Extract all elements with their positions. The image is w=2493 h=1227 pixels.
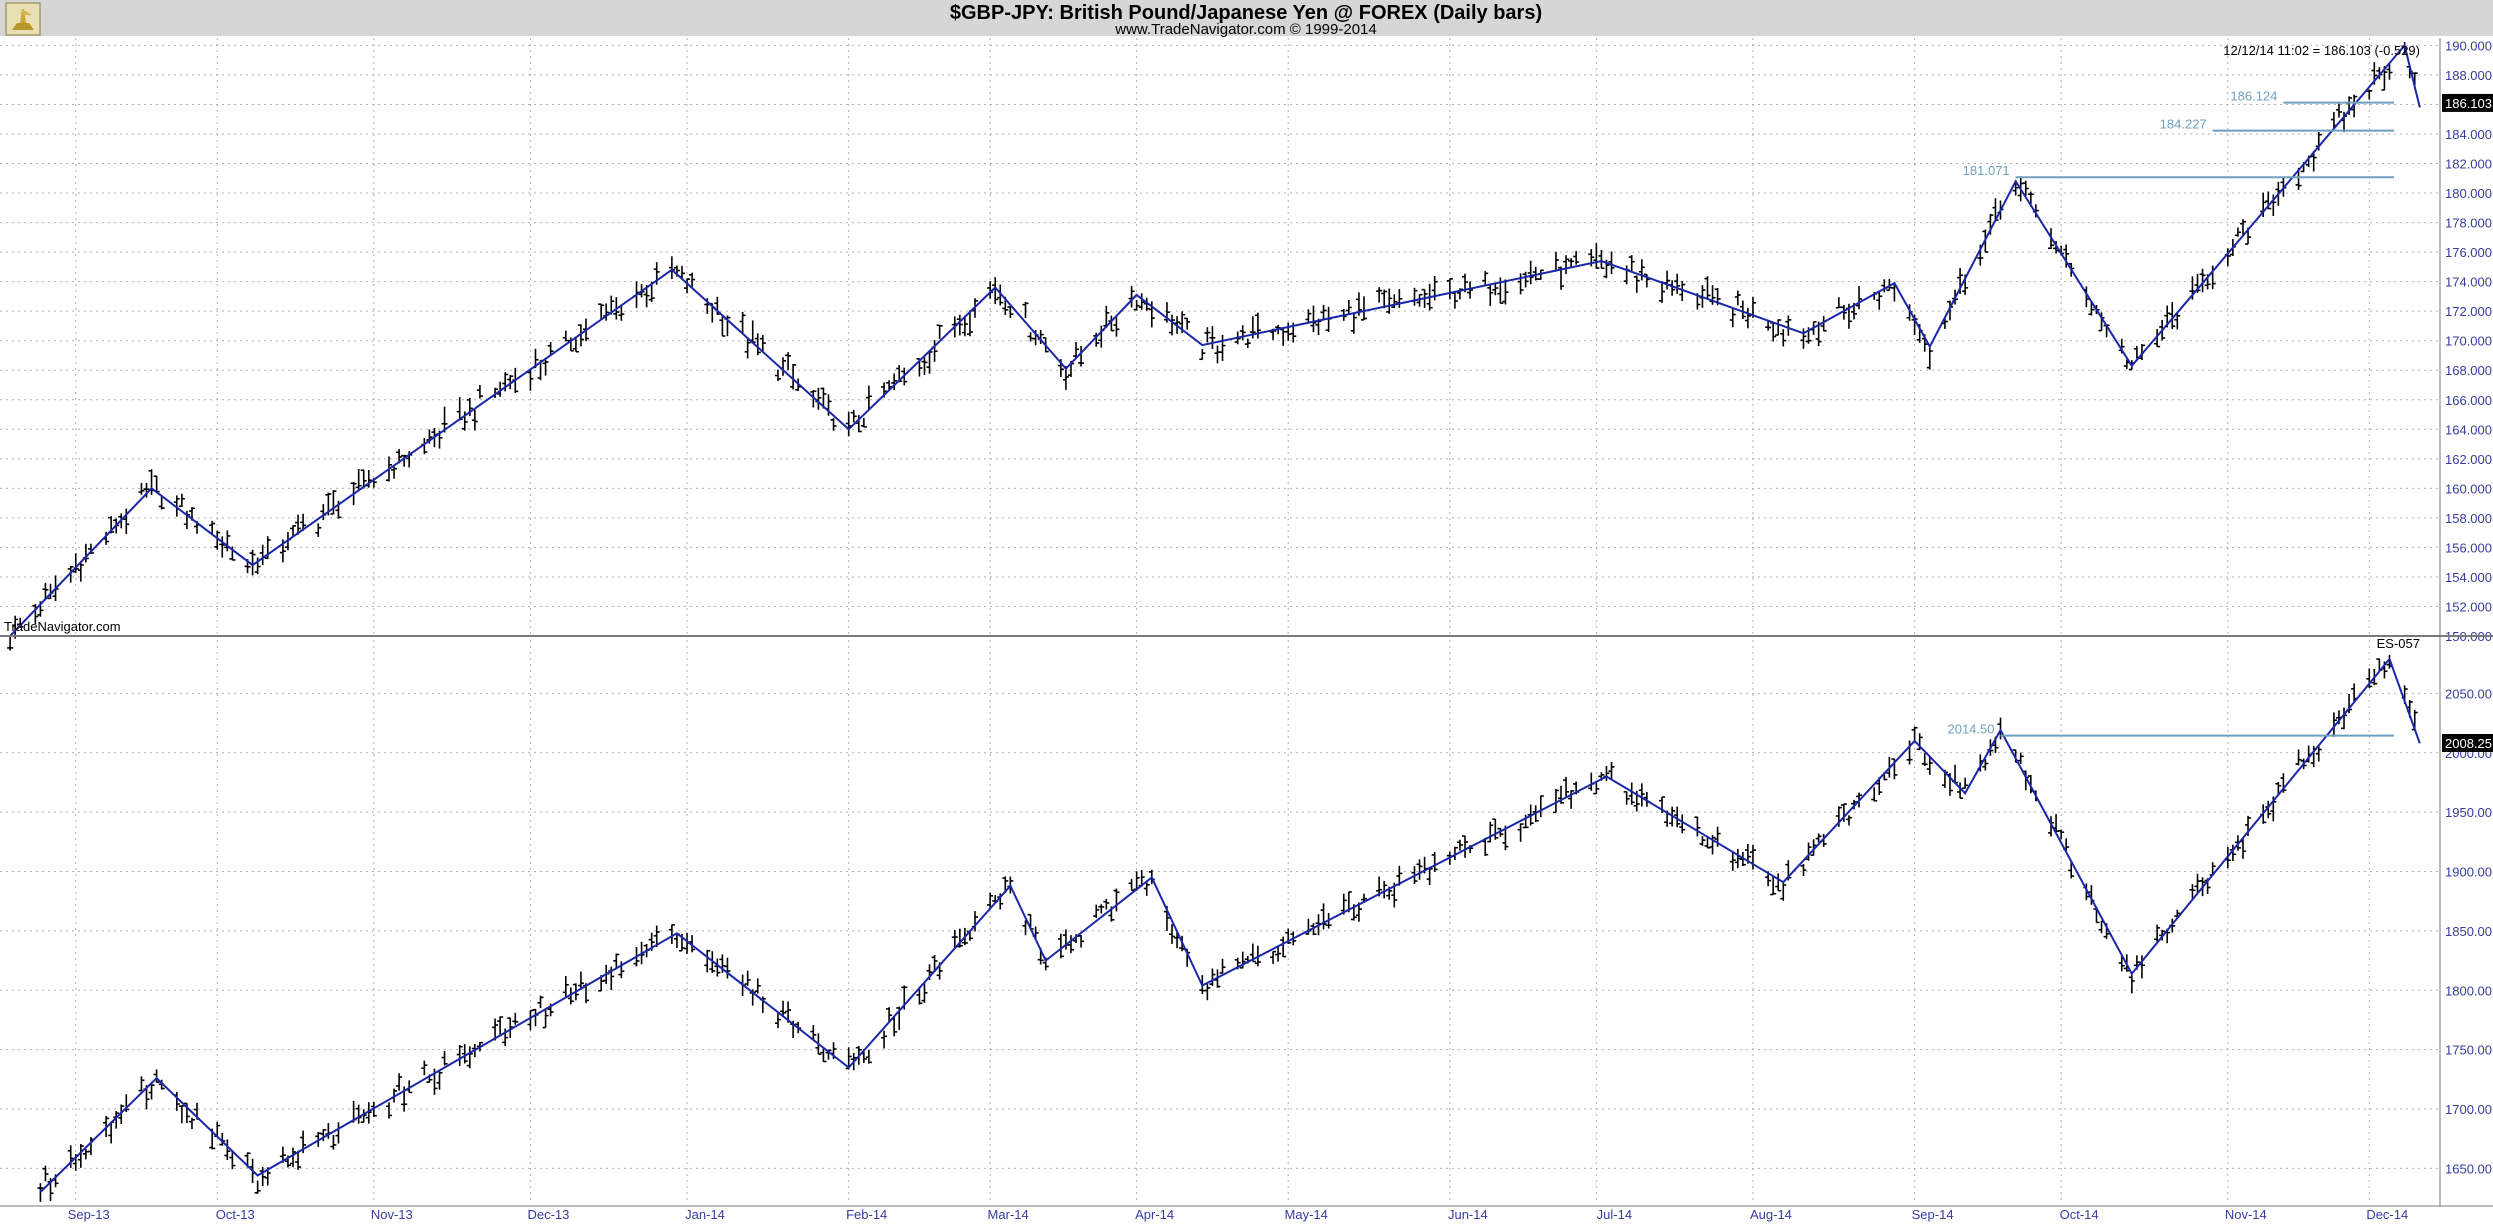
y-tick-label: 172.000 xyxy=(2445,304,2492,319)
header-bar xyxy=(0,0,2493,36)
x-tick-label: May-14 xyxy=(1285,1207,1328,1222)
x-tick-label: Apr-14 xyxy=(1135,1207,1174,1222)
y-tick-label: 1900.00 xyxy=(2445,865,2492,880)
y-tick-label: 1850.00 xyxy=(2445,924,2492,939)
y-tick-label: 160.000 xyxy=(2445,481,2492,496)
zigzag-line xyxy=(39,657,2421,1193)
x-tick-label: Jun-14 xyxy=(1448,1207,1488,1222)
y-tick-label: 184.000 xyxy=(2445,127,2492,142)
x-tick-label: Sep-13 xyxy=(68,1207,110,1222)
y-tick-label: 1650.00 xyxy=(2445,1161,2492,1176)
level-label: 181.071 xyxy=(1963,163,2010,178)
y-tick-label: 2050.00 xyxy=(2445,686,2492,701)
x-tick-label: Oct-13 xyxy=(216,1207,255,1222)
y-tick-label: 152.000 xyxy=(2445,599,2492,614)
price-panel: 150.000152.000154.000156.000158.000160.0… xyxy=(0,38,2493,651)
x-tick-label: Nov-14 xyxy=(2225,1207,2267,1222)
y-tick-label: 158.000 xyxy=(2445,511,2492,526)
level-label: 186.124 xyxy=(2230,89,2277,104)
last-value-text: 2008.25 xyxy=(2445,736,2492,751)
y-tick-label: 178.000 xyxy=(2445,216,2492,231)
x-tick-label: Dec-14 xyxy=(2366,1207,2408,1222)
x-tick-label: Jan-14 xyxy=(685,1207,725,1222)
y-tick-label: 164.000 xyxy=(2445,422,2492,437)
level-label: 2014.50 xyxy=(1947,722,1994,737)
x-tick-label: Nov-13 xyxy=(371,1207,413,1222)
x-axis-labels: Sep-13 Oct-13 Nov-13 Dec-13 Jan-14 Feb-14 Mar-… xyxy=(68,1207,2408,1222)
watermark-text: TradeNavigator.com xyxy=(4,619,121,634)
x-tick-label: Feb-14 xyxy=(846,1207,887,1222)
zigzag-line xyxy=(9,43,2421,637)
y-tick-label: 1750.00 xyxy=(2445,1043,2492,1058)
y-tick-label: 1700.00 xyxy=(2445,1102,2492,1117)
x-tick-label: Oct-14 xyxy=(2060,1207,2099,1222)
y-tick-label: 168.000 xyxy=(2445,363,2492,378)
x-tick-label: Mar-14 xyxy=(988,1207,1029,1222)
x-tick-label: Aug-14 xyxy=(1750,1207,1792,1222)
y-tick-label: 1950.00 xyxy=(2445,805,2492,820)
level-label: 184.227 xyxy=(2160,117,2207,132)
indicator-panel: 1650.00 1700.00 1750.00 1800.00 1850.00 1900.… xyxy=(0,636,2493,1204)
chart-subtitle: www.TradeNavigator.com © 1999-2014 xyxy=(1114,21,1376,38)
y-tick-label: 188.000 xyxy=(2445,68,2492,83)
last-value-text: 186.103 xyxy=(2445,96,2492,111)
y-tick-label: 166.000 xyxy=(2445,393,2492,408)
y-tick-label: 180.000 xyxy=(2445,186,2492,201)
y-tick-label: 170.000 xyxy=(2445,334,2492,349)
y-tick-label: 156.000 xyxy=(2445,540,2492,555)
chart-title: $GBP-JPY: British Pound/Japanese Yen @ F… xyxy=(950,2,1542,24)
y-tick-label: 1800.00 xyxy=(2445,983,2492,998)
x-tick-label: Sep-14 xyxy=(1912,1207,1954,1222)
y-tick-label: 174.000 xyxy=(2445,275,2492,290)
trade-navigator-logo-icon xyxy=(5,2,41,36)
x-tick-label: Jul-14 xyxy=(1597,1207,1632,1222)
info-text: 12/12/14 11:02 = 186.103 (-0.529) xyxy=(2223,43,2420,58)
y-tick-label: 162.000 xyxy=(2445,452,2492,467)
x-tick-label: Dec-13 xyxy=(527,1207,569,1222)
y-tick-label: 154.000 xyxy=(2445,570,2492,585)
y-tick-label: 182.000 xyxy=(2445,157,2492,172)
y-tick-label: 176.000 xyxy=(2445,245,2492,260)
y-tick-label: 190.000 xyxy=(2445,38,2492,53)
last-value-badge xyxy=(2442,734,2493,753)
last-value-badge xyxy=(2442,93,2493,112)
indicator-name: ES-057 xyxy=(2377,636,2420,651)
